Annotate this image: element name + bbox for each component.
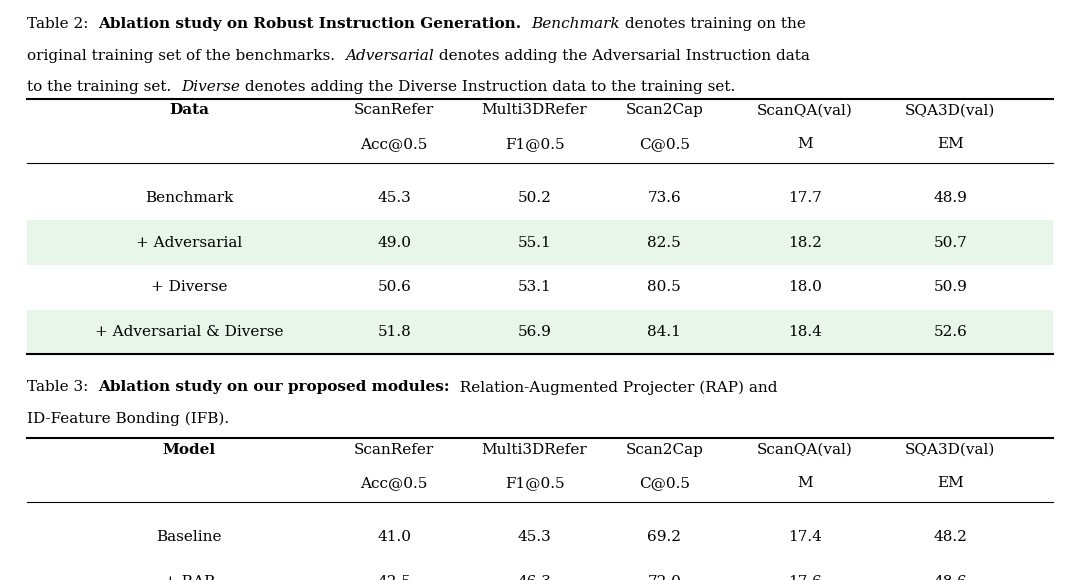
Text: F1@0.5: F1@0.5	[504, 476, 565, 490]
Text: ID-Feature Bonding (IFB).: ID-Feature Bonding (IFB).	[27, 412, 229, 426]
Text: + Adversarial: + Adversarial	[136, 235, 242, 250]
Text: ScanQA(val): ScanQA(val)	[757, 443, 852, 456]
Text: SQA3D(val): SQA3D(val)	[905, 443, 996, 456]
Text: 50.2: 50.2	[517, 191, 552, 205]
Text: original training set of the benchmarks.: original training set of the benchmarks.	[27, 49, 345, 63]
Text: ScanQA(val): ScanQA(val)	[757, 103, 852, 117]
Text: Adversarial: Adversarial	[345, 49, 433, 63]
Text: + Diverse: + Diverse	[151, 280, 227, 295]
Text: SQA3D(val): SQA3D(val)	[905, 103, 996, 117]
Text: 55.1: 55.1	[517, 235, 552, 250]
Text: 48.6: 48.6	[933, 575, 968, 580]
Text: 17.4: 17.4	[787, 530, 822, 545]
Bar	[27, 220, 1053, 265]
Text: Benchmark: Benchmark	[531, 17, 620, 31]
Text: Baseline: Baseline	[157, 530, 221, 545]
Text: Benchmark: Benchmark	[145, 191, 233, 205]
Text: Multi3DRefer: Multi3DRefer	[482, 443, 588, 456]
Text: 41.0: 41.0	[377, 530, 411, 545]
Text: Scan2Cap: Scan2Cap	[625, 103, 703, 117]
Text: + RAP: + RAP	[164, 575, 214, 580]
Text: M: M	[797, 137, 812, 151]
Text: 72.0: 72.0	[647, 575, 681, 580]
Text: 50.6: 50.6	[377, 280, 411, 295]
Text: 49.0: 49.0	[377, 235, 411, 250]
Text: 69.2: 69.2	[647, 530, 681, 545]
Text: 84.1: 84.1	[647, 325, 681, 339]
Text: 42.5: 42.5	[377, 575, 411, 580]
Text: Acc@0.5: Acc@0.5	[361, 476, 428, 490]
Text: Scan2Cap: Scan2Cap	[625, 443, 703, 456]
Text: 45.3: 45.3	[377, 191, 411, 205]
Text: Diverse: Diverse	[181, 80, 240, 94]
Text: to the training set.: to the training set.	[27, 80, 181, 94]
Text: 48.9: 48.9	[933, 191, 968, 205]
Text: 82.5: 82.5	[647, 235, 681, 250]
Text: Ablation study on our proposed modules:: Ablation study on our proposed modules:	[98, 380, 449, 394]
Text: F1@0.5: F1@0.5	[504, 137, 565, 151]
Text: 17.7: 17.7	[787, 191, 822, 205]
Text: Table 3:: Table 3:	[27, 380, 98, 394]
Text: Model: Model	[162, 443, 216, 456]
Text: Acc@0.5: Acc@0.5	[361, 137, 428, 151]
Text: M: M	[797, 476, 812, 490]
Text: 45.3: 45.3	[517, 530, 552, 545]
Text: C@0.5: C@0.5	[638, 476, 690, 490]
Text: 50.9: 50.9	[933, 280, 968, 295]
Text: 56.9: 56.9	[517, 325, 552, 339]
Text: Relation-Augmented Projecter (RAP) and: Relation-Augmented Projecter (RAP) and	[449, 380, 778, 395]
Text: 18.4: 18.4	[787, 325, 822, 339]
Text: 48.2: 48.2	[933, 530, 968, 545]
Text: denotes adding the Diverse Instruction data to the training set.: denotes adding the Diverse Instruction d…	[240, 80, 735, 94]
Text: Ablation study on Robust Instruction Generation.: Ablation study on Robust Instruction Gen…	[98, 17, 522, 31]
Text: 73.6: 73.6	[647, 191, 681, 205]
Text: 46.3: 46.3	[517, 575, 552, 580]
Text: 80.5: 80.5	[647, 280, 681, 295]
Text: Table 2:: Table 2:	[27, 17, 98, 31]
Text: EM: EM	[937, 476, 963, 490]
Text: + Adversarial & Diverse: + Adversarial & Diverse	[95, 325, 283, 339]
Text: EM: EM	[937, 137, 963, 151]
Text: 18.0: 18.0	[787, 280, 822, 295]
Bar	[27, 310, 1053, 354]
Text: ScanRefer: ScanRefer	[354, 443, 434, 456]
Text: 53.1: 53.1	[517, 280, 552, 295]
Text: denotes adding the Adversarial Instruction data: denotes adding the Adversarial Instructi…	[433, 49, 809, 63]
Text: ScanRefer: ScanRefer	[354, 103, 434, 117]
Text: Multi3DRefer: Multi3DRefer	[482, 103, 588, 117]
Text: denotes training on the: denotes training on the	[620, 17, 806, 31]
Text: C@0.5: C@0.5	[638, 137, 690, 151]
Text: 52.6: 52.6	[933, 325, 968, 339]
Text: Data: Data	[168, 103, 210, 117]
Text: 51.8: 51.8	[377, 325, 411, 339]
Text: 50.7: 50.7	[933, 235, 968, 250]
Text: 18.2: 18.2	[787, 235, 822, 250]
Text: 17.6: 17.6	[787, 575, 822, 580]
